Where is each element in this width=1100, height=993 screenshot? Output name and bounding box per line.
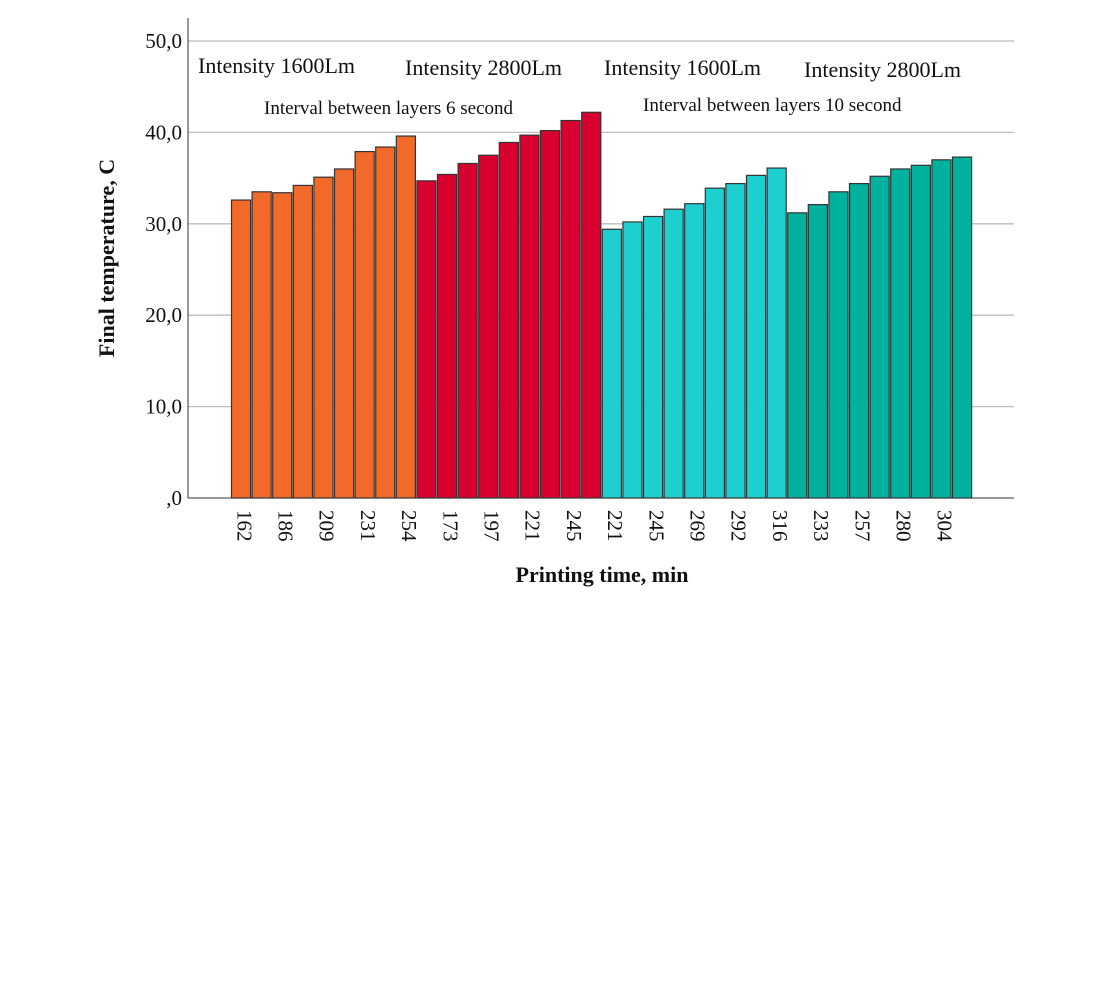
annotation-group1: Intensity 1600Lm — [198, 53, 355, 78]
bar — [890, 168, 911, 499]
bar — [416, 180, 437, 499]
bar — [230, 199, 252, 499]
bar — [436, 173, 458, 499]
annotation-interval2: Interval between layers 10 second — [643, 95, 902, 116]
annotation-group4: Intensity 2800Lm — [804, 57, 961, 82]
bar — [498, 141, 519, 499]
bar — [333, 168, 355, 499]
bar — [910, 164, 931, 499]
bar — [478, 154, 499, 499]
bar — [560, 119, 581, 499]
bar — [663, 208, 684, 499]
y-tick-labels: ,0 10,0 20,0 30,0 40,0 50,0 — [145, 29, 182, 510]
bar — [581, 111, 602, 499]
bar — [375, 146, 396, 499]
x-tick-label: 304 — [933, 510, 957, 542]
bar — [745, 174, 767, 499]
bar — [951, 156, 973, 499]
bar — [931, 159, 952, 499]
bar — [601, 228, 622, 499]
bar — [457, 162, 478, 499]
bar — [354, 150, 375, 499]
y-axis-label: Final temperature, C — [94, 159, 119, 357]
y-tick-label: 30,0 — [145, 212, 182, 236]
bar — [272, 192, 293, 499]
bar — [519, 134, 540, 499]
bar — [684, 203, 705, 499]
bar — [642, 215, 664, 499]
x-tick-label: 245 — [562, 510, 586, 542]
bar — [766, 167, 787, 499]
y-tick-label: 50,0 — [145, 29, 182, 53]
x-tick-label: 280 — [892, 510, 916, 542]
x-tick-label: 162 — [232, 510, 256, 542]
bar — [848, 182, 870, 499]
y-tick-label: 20,0 — [145, 303, 182, 327]
x-tick-label: 197 — [480, 510, 504, 542]
x-tick-label: 316 — [768, 510, 792, 542]
x-tick-label: 257 — [850, 510, 874, 542]
bar — [313, 176, 334, 499]
bar — [395, 135, 416, 499]
bar — [828, 191, 849, 499]
y-tick-label: 10,0 — [145, 395, 182, 419]
bar — [539, 129, 561, 499]
bar — [725, 182, 746, 499]
x-tick-label: 221 — [521, 510, 545, 542]
bar — [787, 212, 808, 499]
y-tick-label: 40,0 — [145, 120, 182, 144]
bar — [251, 191, 272, 499]
bar — [292, 184, 313, 499]
x-tick-labels: 162 186 209 231 254 173 197 221 245 221 245 269 292 3… — [232, 510, 956, 542]
x-axis-label: Printing time, min — [516, 562, 689, 587]
annotation-interval1: Interval between layers 6 second — [264, 98, 514, 119]
x-tick-label: 245 — [644, 510, 668, 542]
x-tick-label: 209 — [315, 510, 339, 542]
x-tick-label: 186 — [274, 510, 298, 542]
bars — [230, 111, 973, 499]
x-tick-label: 233 — [809, 510, 833, 542]
y-tick-label: ,0 — [166, 486, 182, 510]
x-tick-label: 254 — [397, 510, 421, 542]
x-tick-label: 221 — [603, 510, 627, 542]
x-tick-label: 173 — [438, 510, 462, 542]
bar — [807, 204, 828, 499]
bar — [869, 175, 890, 499]
bar — [622, 221, 643, 499]
annotation-group3: Intensity 1600Lm — [604, 55, 761, 80]
x-tick-label: 292 — [727, 510, 751, 542]
bar — [704, 187, 725, 499]
x-tick-label: 231 — [356, 510, 380, 542]
annotation-group2: Intensity 2800Lm — [405, 55, 562, 80]
x-tick-label: 269 — [686, 510, 710, 542]
